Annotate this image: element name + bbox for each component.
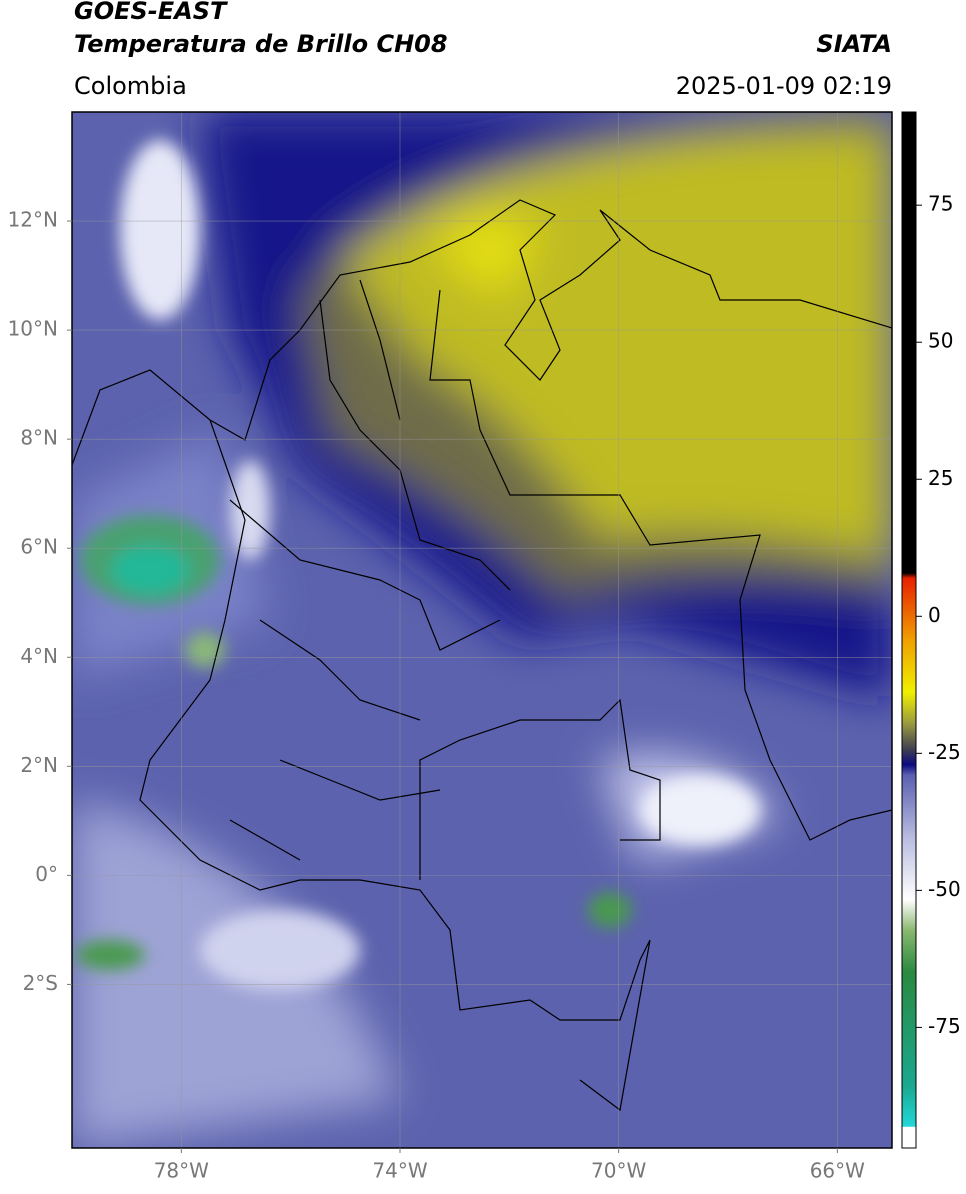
colorbar-tick-label: 25 (928, 466, 953, 490)
x-tick-label: 66°W (810, 1159, 865, 1183)
coastline (72, 199, 892, 466)
country-border (139, 289, 892, 1112)
y-tick-label: 10°N (8, 317, 58, 341)
y-tick-label: 2°S (23, 971, 58, 995)
colorbar-tick-label: 0 (928, 603, 941, 627)
region: Colombia (74, 72, 187, 100)
source: SIATA (816, 30, 892, 58)
grid (72, 112, 892, 1148)
y-tick-label: 4°N (20, 644, 58, 668)
colorbar-tick-label: 50 (928, 329, 953, 353)
colorbar-tick-label: 75 (928, 192, 953, 216)
map-frame (71, 111, 893, 1149)
colorbar-tick-label: -75 (928, 1014, 961, 1038)
satellite-image (72, 112, 892, 1148)
y-tick-label: 2°N (20, 753, 58, 777)
datetime: 2025-01-09 02:19 (676, 72, 892, 100)
x-tick-label: 70°W (591, 1159, 646, 1183)
title: GOES-EAST (74, 0, 228, 25)
y-tick-label: 12°N (8, 208, 58, 232)
x-tick-label: 74°W (372, 1159, 427, 1183)
subtitle: Temperatura de Brillo CH08 (74, 30, 448, 58)
y-tick-label: 8°N (20, 426, 58, 450)
x-tick-label: 78°W (154, 1159, 209, 1183)
y-tick-label: 0° (35, 862, 58, 886)
y-tick-label: 6°N (20, 535, 58, 559)
colorbar (901, 111, 917, 1149)
colorbar-tick-label: -25 (928, 740, 961, 764)
colorbar-tick-label: -50 (928, 877, 961, 901)
